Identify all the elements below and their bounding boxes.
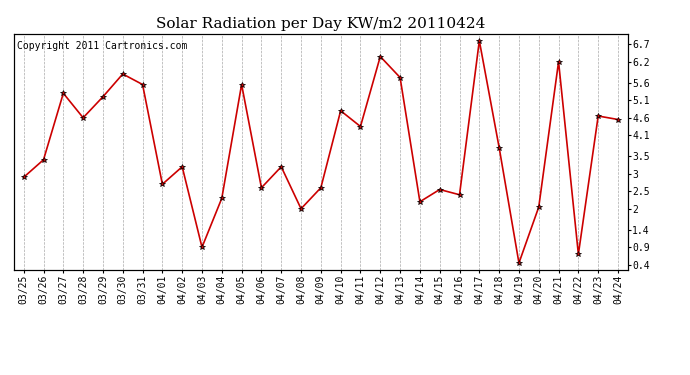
Text: Copyright 2011 Cartronics.com: Copyright 2011 Cartronics.com (17, 41, 187, 51)
Title: Solar Radiation per Day KW/m2 20110424: Solar Radiation per Day KW/m2 20110424 (156, 17, 486, 31)
